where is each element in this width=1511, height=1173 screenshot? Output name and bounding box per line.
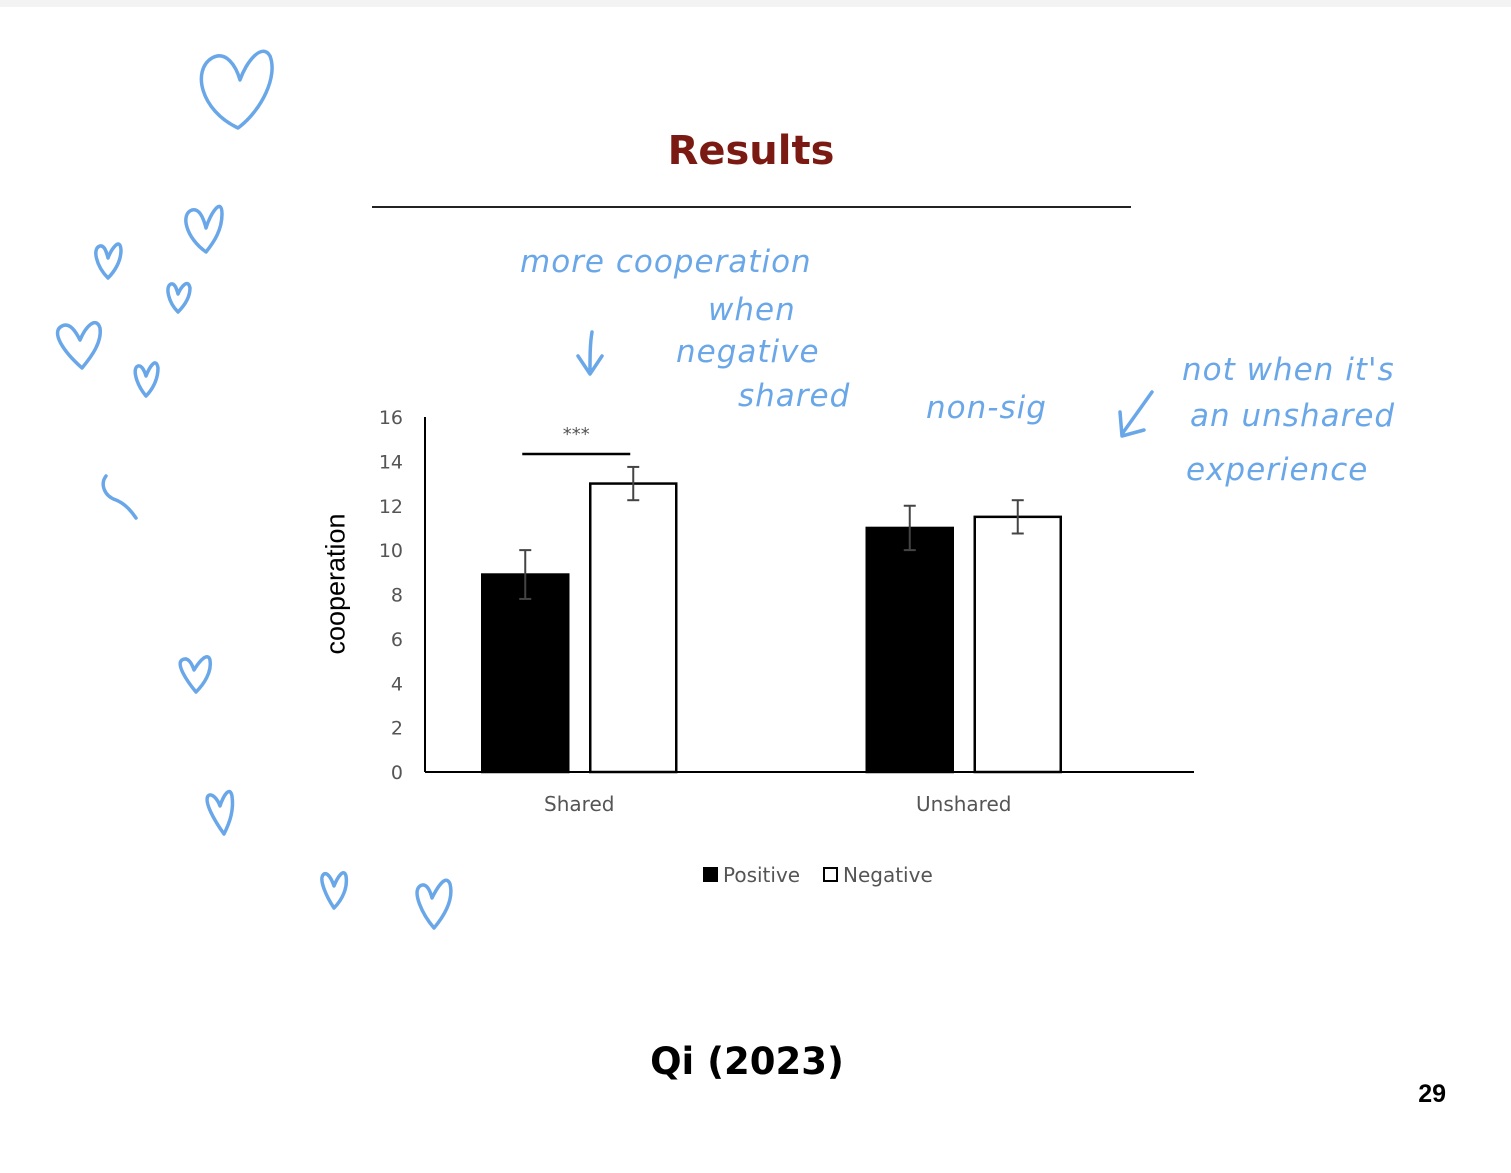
heart-doodle-icon — [184, 204, 224, 254]
slide-title: Results — [667, 128, 835, 174]
annotation-line: shared — [738, 378, 851, 414]
x-category-label: Unshared — [916, 792, 1011, 816]
citation: Qi (2023) — [650, 1040, 844, 1083]
heart-doodle-icon — [94, 242, 123, 280]
legend-swatch-positive — [703, 867, 718, 882]
heart-doodle-icon — [199, 49, 274, 130]
heart-doodle-icon — [166, 281, 192, 314]
y-tick-label: 2 — [391, 718, 403, 740]
y-tick-label: 10 — [379, 540, 403, 562]
page-number: 29 — [1418, 1080, 1446, 1108]
x-category-label: Shared — [544, 792, 614, 816]
annotation-line: an unshared — [1190, 398, 1396, 434]
annotation-line: when — [708, 292, 796, 328]
y-tick-label: 12 — [379, 496, 403, 518]
heart-doodle-icon — [320, 871, 349, 910]
y-tick-label: 6 — [391, 629, 403, 651]
legend-label-positive: Positive — [723, 863, 800, 887]
annotation-line: experience — [1186, 452, 1369, 488]
stroke-doodle-icon — [101, 474, 138, 520]
heart-doodle-icon — [178, 655, 213, 694]
bar-negative-shared — [589, 482, 678, 774]
y-tick-label: 4 — [391, 673, 403, 695]
arrow-down-doodle-icon — [576, 330, 604, 376]
y-tick-label: 0 — [391, 762, 403, 784]
annotation-non-sig: non-sig — [926, 390, 1047, 426]
legend-swatch-negative — [823, 867, 838, 882]
top-bar — [0, 0, 1511, 7]
title-underline — [372, 206, 1131, 208]
arrow-downleft-doodle-icon — [1118, 390, 1154, 438]
y-tick-label: 16 — [379, 407, 403, 429]
significance-label: *** — [563, 424, 590, 445]
annotation-line: not when it's — [1182, 352, 1395, 388]
y-tick-label: 8 — [391, 585, 403, 607]
heart-doodle-icon — [205, 789, 235, 836]
annotation-line: negative — [676, 334, 820, 370]
annotation-line: more cooperation — [520, 244, 812, 280]
heart-doodle-icon — [55, 321, 102, 370]
y-tick-label: 14 — [379, 451, 403, 473]
heart-doodle-icon — [415, 878, 453, 930]
heart-doodle-icon — [133, 361, 160, 398]
legend-label-negative: Negative — [843, 863, 933, 887]
